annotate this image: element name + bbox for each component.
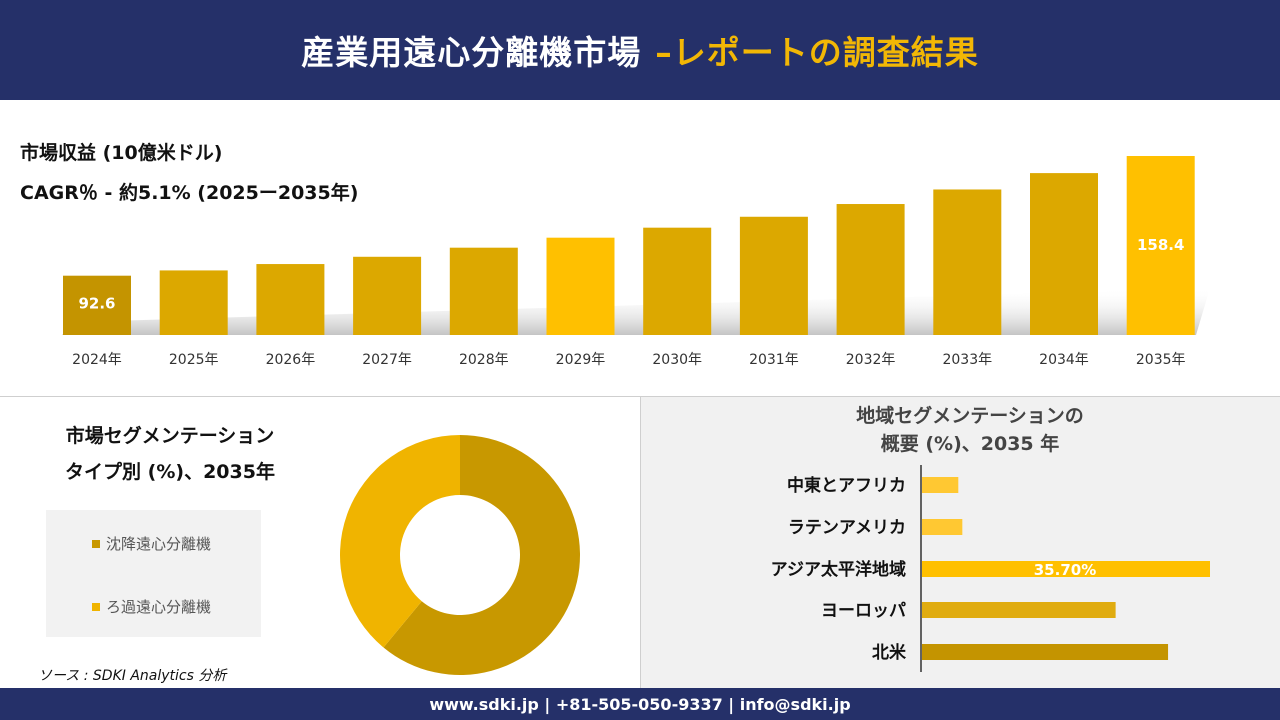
donut-slice (383, 435, 580, 675)
x-tick-label: 2034年 (1039, 352, 1089, 368)
bar-chart-shadow (62, 288, 1210, 335)
segment-chart-title: 市場セグメンテーション タイプ別 (%)、2035年 (20, 418, 320, 490)
revenue-bar (546, 237, 615, 335)
legend-item-filtration: ろ過遠心分離機 (92, 596, 211, 617)
source-note: ソース : SDKI Analytics 分析 (38, 668, 227, 684)
footer-contact: www.sdki.jp | +81-505-050-9337 | info@sd… (429, 694, 851, 714)
revenue-bar-chart: 2024年 92.6 2025年 2026年 2027年 2028年 2029年 2030年 2… (62, 156, 1210, 368)
revenue-bar (159, 270, 228, 335)
x-tick-label: 2024年 (72, 352, 122, 368)
revenue-bar (449, 247, 518, 335)
region-category-label: ラテンアメリカ (788, 518, 906, 538)
legend-swatch (92, 539, 100, 548)
revenue-bar (643, 227, 712, 335)
segment-title-line2: タイプ別 (%)、2035年 (65, 461, 275, 483)
x-tick-label: 2031年 (749, 352, 799, 368)
bar-data-label: 92.6 (78, 295, 115, 313)
region-panel-background (641, 397, 1280, 688)
footer-bar: www.sdki.jp | +81-505-050-9337 | info@sd… (0, 688, 1280, 720)
legend-swatch (92, 602, 100, 611)
revenue-bar (353, 256, 422, 335)
x-tick-label: 2033年 (942, 352, 992, 368)
region-bar (922, 644, 1169, 660)
region-chart-title: 地域セグメンテーションの 概要 (%)、2035 年 (800, 402, 1140, 458)
region-category-label: アジア太平洋地域 (771, 559, 906, 580)
legend-item-sedimentation: 沈降遠心分離機 (92, 533, 211, 554)
revenue-bar (1030, 173, 1098, 335)
donut-slice (340, 435, 460, 648)
x-tick-label: 2032年 (846, 352, 896, 368)
bar-data-label: 158.4 (1137, 236, 1184, 254)
type-donut-chart (340, 435, 580, 675)
cagr-label: CAGR％ - 約5.1% (2025ー2035年) (20, 182, 359, 204)
x-tick-label: 2029年 (556, 352, 606, 368)
donut-legend (46, 510, 261, 637)
revenue-bar (933, 189, 1002, 335)
region-category-label: 北米 (872, 642, 907, 663)
legend-label: 沈降遠心分離機 (106, 535, 212, 553)
revenue-bar (256, 264, 325, 335)
region-bar (922, 602, 1116, 618)
region-title-line2: 概要 (%)、2035 年 (880, 433, 1060, 455)
revenue-bar (739, 216, 808, 335)
panel-divider (640, 397, 641, 688)
page-title: 産業用遠心分離機市場 (301, 33, 642, 72)
section-divider (0, 396, 1280, 397)
region-title-line1: 地域セグメンテーションの (856, 405, 1084, 427)
revenue-bar (63, 275, 131, 335)
segment-title-line1: 市場セグメンテーション (65, 425, 275, 447)
region-bar (922, 561, 1210, 577)
x-tick-label: 2026年 (266, 352, 316, 368)
x-tick-label: 2025年 (169, 352, 219, 368)
x-tick-label: 2028年 (459, 352, 509, 368)
region-category-label: 中東とアフリカ (787, 475, 906, 496)
page-subtitle: –レポートの調査結果 (655, 33, 979, 72)
revenue-bar (1126, 156, 1195, 335)
region-bar (922, 477, 959, 493)
revenue-chart-title: 市場収益 (10億米ドル) (20, 142, 223, 164)
revenue-bar (836, 204, 905, 335)
x-tick-label: 2035年 (1136, 352, 1186, 368)
region-data-label: 35.70% (1034, 561, 1096, 579)
region-category-label: ヨーロッパ (821, 601, 906, 621)
x-tick-label: 2030年 (652, 352, 702, 368)
legend-label: ろ過遠心分離機 (106, 598, 212, 616)
header-banner: 産業用遠心分離機市場 –レポートの調査結果 (0, 0, 1280, 100)
x-tick-label: 2027年 (362, 352, 412, 368)
region-bar (922, 519, 963, 535)
